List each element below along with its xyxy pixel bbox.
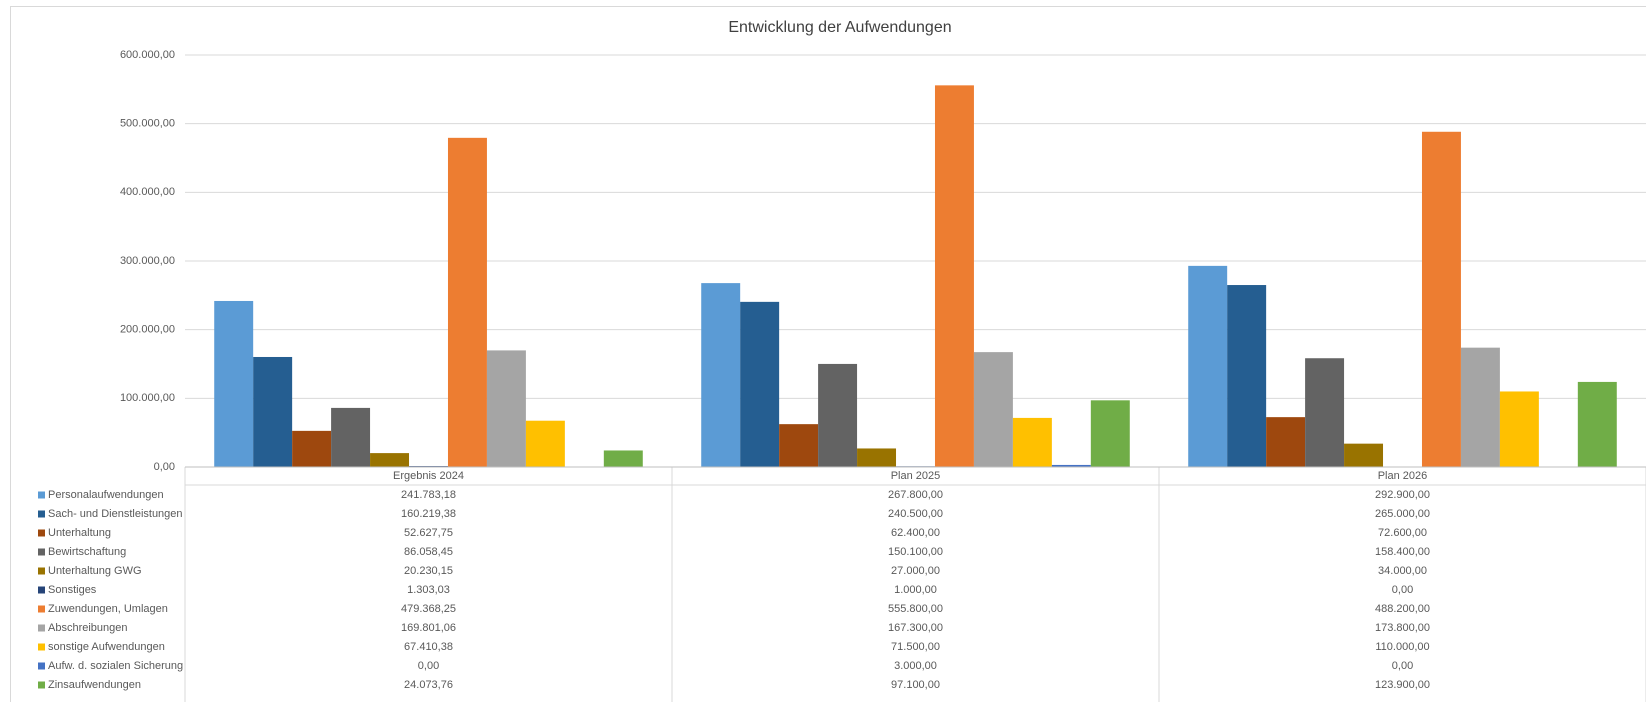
bar	[1421, 131, 1461, 467]
data-table-value: 27.000,00	[891, 565, 940, 577]
chart-title: Entwicklung der Aufwendungen	[728, 19, 951, 36]
data-table-value: 169.801,06	[401, 622, 456, 634]
bar	[253, 356, 293, 467]
bar	[214, 300, 254, 467]
data-table-value: 158.400,00	[1375, 546, 1430, 558]
x-tick-label: Plan 2025	[891, 470, 941, 482]
y-tick-label: 0,00	[154, 461, 175, 473]
bar	[1266, 417, 1306, 467]
bar	[740, 301, 780, 467]
legend-label: Unterhaltung GWG	[48, 565, 142, 577]
bar	[1227, 285, 1267, 467]
bar	[603, 450, 643, 467]
bar	[1051, 464, 1091, 467]
legend-key	[38, 491, 45, 499]
bar	[857, 448, 897, 467]
data-table-value: 241.783,18	[401, 489, 456, 501]
bar	[818, 363, 858, 467]
data-table-value: 0,00	[1392, 660, 1413, 672]
data-table-value: 267.800,00	[888, 489, 943, 501]
legend-key	[38, 624, 45, 632]
legend-label: Zinsaufwendungen	[48, 679, 141, 691]
legend-key	[38, 567, 45, 575]
bar	[701, 283, 741, 467]
data-table-value: 110.000,00	[1375, 641, 1429, 653]
data-table-value: 86.058,45	[404, 546, 453, 558]
data-table-value: 150.100,00	[888, 546, 943, 558]
x-tick-label: Plan 2026	[1378, 470, 1428, 482]
y-tick-label: 500.000,00	[120, 118, 175, 130]
bar	[1344, 443, 1384, 467]
data-table-value: 123.900,00	[1375, 679, 1430, 691]
legend-label: Aufw. d. sozialen Sicherung	[48, 660, 183, 672]
data-table-value: 3.000,00	[894, 660, 937, 672]
chart-border	[10, 6, 1646, 702]
bar	[973, 352, 1013, 467]
y-tick-label: 600.000,00	[120, 49, 175, 61]
data-table-value: 20.230,15	[404, 565, 453, 577]
data-table-value: 97.100,00	[891, 679, 940, 691]
bar	[331, 407, 371, 467]
bar	[486, 350, 526, 467]
y-tick-label: 300.000,00	[120, 255, 175, 267]
y-tick-label: 400.000,00	[120, 186, 175, 198]
data-table-value: 62.400,00	[891, 527, 940, 539]
data-table-value: 72.600,00	[1378, 527, 1427, 539]
data-table-value: 52.627,75	[404, 527, 453, 539]
data-table-value: 265.000,00	[1375, 508, 1430, 520]
bar	[292, 430, 332, 467]
legend-key	[38, 548, 45, 556]
data-table-value: 24.073,76	[404, 679, 453, 691]
data-table-value: 0,00	[418, 660, 439, 672]
bar	[1012, 417, 1052, 467]
y-tick-label: 200.000,00	[120, 324, 175, 336]
data-table-value: 555.800,00	[888, 603, 943, 615]
legend-label: Abschreibungen	[48, 622, 128, 634]
bar	[1460, 347, 1500, 467]
legend-key	[38, 662, 45, 670]
data-table-value: 292.900,00	[1375, 489, 1430, 501]
x-tick-label: Ergebnis 2024	[393, 470, 464, 482]
legend-label: sonstige Aufwendungen	[48, 641, 165, 653]
legend-key	[38, 643, 45, 651]
data-table-value: 1.303,03	[407, 584, 450, 596]
legend-label: Unterhaltung	[48, 527, 111, 539]
data-table-value: 0,00	[1392, 584, 1413, 596]
data-table-value: 160.219,38	[401, 508, 456, 520]
data-table-value: 34.000,00	[1378, 565, 1427, 577]
legend-key	[38, 586, 45, 594]
data-table-value: 1.000,00	[894, 584, 937, 596]
y-tick-label: 100.000,00	[120, 392, 175, 404]
bar	[370, 453, 410, 467]
legend-key	[38, 605, 45, 613]
legend-label: Bewirtschaftung	[48, 546, 126, 558]
bar	[1577, 381, 1617, 467]
data-table-value: 240.500,00	[888, 508, 943, 520]
bar	[1499, 391, 1539, 467]
data-table-value: 167.300,00	[888, 622, 943, 634]
bar	[1188, 265, 1228, 467]
data-table-value: 67.410,38	[404, 641, 453, 653]
data-table-value: 173.800,00	[1375, 622, 1430, 634]
bar	[934, 85, 974, 467]
bar	[779, 424, 819, 467]
data-table-value: 488.200,00	[1375, 603, 1430, 615]
bar	[525, 420, 565, 467]
legend-label: Sach- und Dienstleistungen	[48, 508, 183, 520]
legend-label: Zuwendungen, Umlagen	[48, 603, 168, 615]
data-table-value: 479.368,25	[401, 603, 456, 615]
bar	[1090, 400, 1130, 467]
legend-key	[38, 510, 45, 518]
legend-key	[38, 529, 45, 537]
legend-key	[38, 681, 45, 689]
bar	[447, 137, 487, 467]
legend-label: Sonstiges	[48, 584, 97, 596]
legend-label: Personalaufwendungen	[48, 489, 164, 501]
bar	[1305, 358, 1345, 467]
data-table-value: 71.500,00	[891, 641, 940, 653]
